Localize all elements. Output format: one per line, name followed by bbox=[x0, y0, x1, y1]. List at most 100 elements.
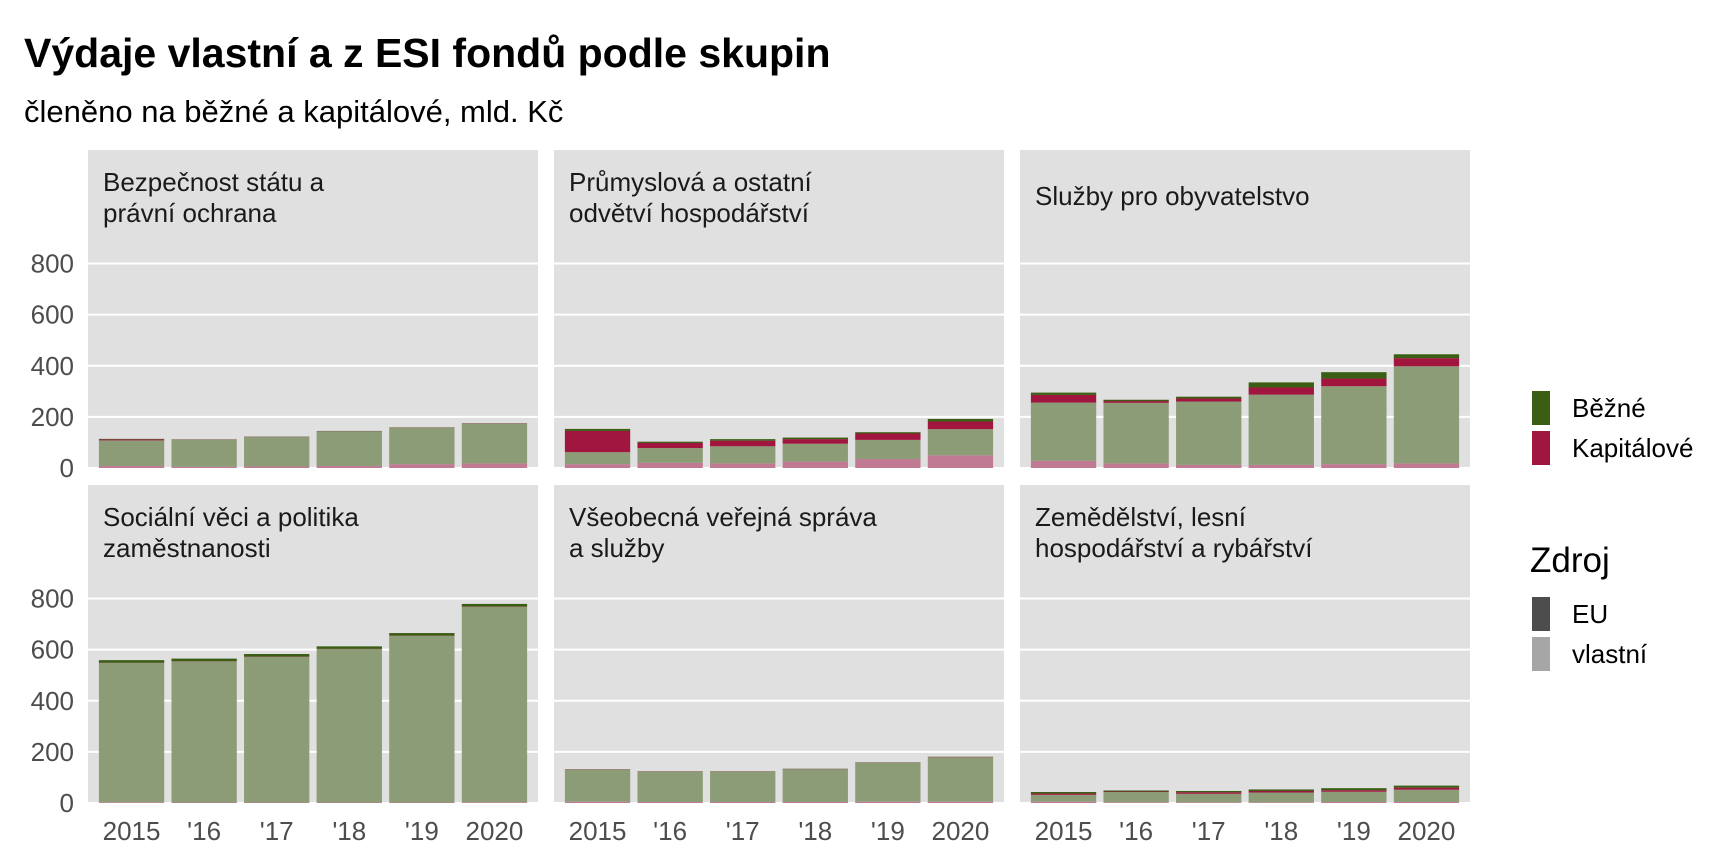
bar-segment bbox=[1030, 392, 1097, 395]
legend-key bbox=[1532, 637, 1550, 671]
x-tick-label: '19 bbox=[405, 816, 439, 846]
bar-segment bbox=[855, 801, 921, 803]
x-tick-label: '19 bbox=[871, 816, 905, 846]
x-tick-label: '19 bbox=[1337, 816, 1371, 846]
y-tick-label: 200 bbox=[31, 402, 74, 432]
x-tick-label: 2015 bbox=[569, 816, 627, 846]
bar-segment bbox=[1321, 378, 1387, 387]
bar-segment bbox=[1321, 791, 1387, 802]
bar-segment bbox=[927, 757, 994, 802]
bar-segment bbox=[171, 802, 237, 803]
bar-segment bbox=[98, 440, 165, 466]
x-tick-label: 2020 bbox=[466, 816, 524, 846]
bar-segment bbox=[98, 439, 165, 441]
bar-segment bbox=[461, 423, 528, 464]
bar-segment bbox=[244, 656, 310, 803]
x-tick-label: '17 bbox=[726, 816, 760, 846]
bar-segment bbox=[1321, 386, 1387, 465]
bar-segment bbox=[855, 433, 921, 440]
bar-segment bbox=[564, 769, 631, 802]
bar-segment bbox=[171, 439, 237, 467]
bar-segment bbox=[564, 430, 631, 453]
bar-segment bbox=[1030, 394, 1097, 403]
bar-segment bbox=[564, 801, 631, 803]
bar-segment bbox=[637, 441, 703, 443]
x-tick-label: '18 bbox=[1264, 816, 1298, 846]
bar-segment bbox=[1176, 792, 1242, 794]
x-tick-label: '17 bbox=[1192, 816, 1226, 846]
bar-segment bbox=[1321, 788, 1387, 791]
bar-segment bbox=[927, 418, 994, 422]
bar-segment bbox=[98, 802, 165, 803]
bar-segment bbox=[98, 438, 165, 440]
bar-segment bbox=[564, 464, 631, 468]
bar-segment bbox=[782, 443, 848, 462]
bar-segment bbox=[389, 464, 455, 468]
legend-label: EU bbox=[1572, 599, 1608, 629]
legend-key bbox=[1532, 391, 1550, 425]
bar-segment bbox=[1248, 792, 1314, 803]
panel-strip-label: odvětví hospodářství bbox=[569, 198, 810, 228]
bar-segment bbox=[171, 658, 237, 662]
panel-background bbox=[554, 485, 1004, 803]
x-tick-label: '16 bbox=[653, 816, 687, 846]
x-tick-label: 2015 bbox=[1035, 816, 1093, 846]
bar-segment bbox=[1248, 382, 1314, 388]
bar-segment bbox=[1176, 464, 1242, 468]
bar-segment bbox=[927, 429, 994, 456]
legend-title: Zdroj bbox=[1530, 541, 1610, 580]
bar-segment bbox=[1248, 394, 1314, 465]
bar-segment bbox=[461, 802, 528, 803]
y-tick-label: 400 bbox=[31, 686, 74, 716]
legend-label: Kapitálové bbox=[1572, 433, 1693, 463]
bar-segment bbox=[1393, 787, 1460, 790]
bar-segment bbox=[1030, 402, 1097, 461]
bar-segment bbox=[244, 654, 310, 657]
bar-segment bbox=[1248, 387, 1314, 395]
panel-strip-label: právní ochrana bbox=[103, 198, 277, 228]
bar-segment bbox=[1248, 802, 1314, 803]
bar-segment bbox=[782, 437, 848, 440]
bar-segment bbox=[316, 649, 382, 803]
panel-background bbox=[88, 150, 538, 468]
bar-segment bbox=[1176, 790, 1242, 793]
legend-label: Běžné bbox=[1572, 393, 1646, 423]
bar-segment bbox=[1103, 399, 1169, 402]
bar-segment bbox=[637, 462, 703, 468]
y-tick-label: 600 bbox=[31, 635, 74, 665]
bar-segment bbox=[98, 660, 165, 663]
bar-segment bbox=[637, 442, 703, 449]
bar-segment bbox=[244, 437, 310, 467]
x-tick-label: 2020 bbox=[932, 816, 990, 846]
bar-segment bbox=[1103, 802, 1169, 803]
bar-segment bbox=[1103, 790, 1169, 792]
bar-segment bbox=[389, 635, 455, 803]
legend-key bbox=[1532, 431, 1550, 465]
bar-segment bbox=[1248, 790, 1314, 793]
chart-subtitle: členěno na běžné a kapitálové, mld. Kč bbox=[24, 94, 564, 129]
panel-background bbox=[554, 150, 1004, 468]
panel-strip-label: Průmyslová a ostatní bbox=[569, 167, 813, 197]
y-tick-label: 0 bbox=[60, 453, 74, 483]
panel-background bbox=[1020, 485, 1470, 803]
bar-segment bbox=[1030, 801, 1097, 803]
panel-strip-label: Všeobecná veřejná správa bbox=[569, 502, 877, 532]
bar-segment bbox=[1321, 790, 1387, 792]
bar-segment bbox=[244, 802, 310, 803]
y-tick-label: 200 bbox=[31, 737, 74, 767]
x-tick-label: '16 bbox=[1119, 816, 1153, 846]
y-tick-label: 600 bbox=[31, 300, 74, 330]
bar-segment bbox=[316, 646, 382, 649]
bar-segment bbox=[927, 801, 994, 803]
bar-segment bbox=[1030, 792, 1097, 794]
bar-segment bbox=[710, 440, 776, 447]
bar-segment bbox=[1103, 402, 1169, 464]
bar-segment bbox=[855, 432, 921, 434]
bar-segment bbox=[1321, 372, 1387, 379]
x-tick-label: '18 bbox=[332, 816, 366, 846]
bar-segment bbox=[1176, 793, 1242, 803]
bar-segment bbox=[855, 439, 921, 460]
bar-segment bbox=[316, 465, 382, 468]
bar-segment bbox=[1030, 460, 1097, 468]
y-tick-label: 0 bbox=[60, 788, 74, 818]
